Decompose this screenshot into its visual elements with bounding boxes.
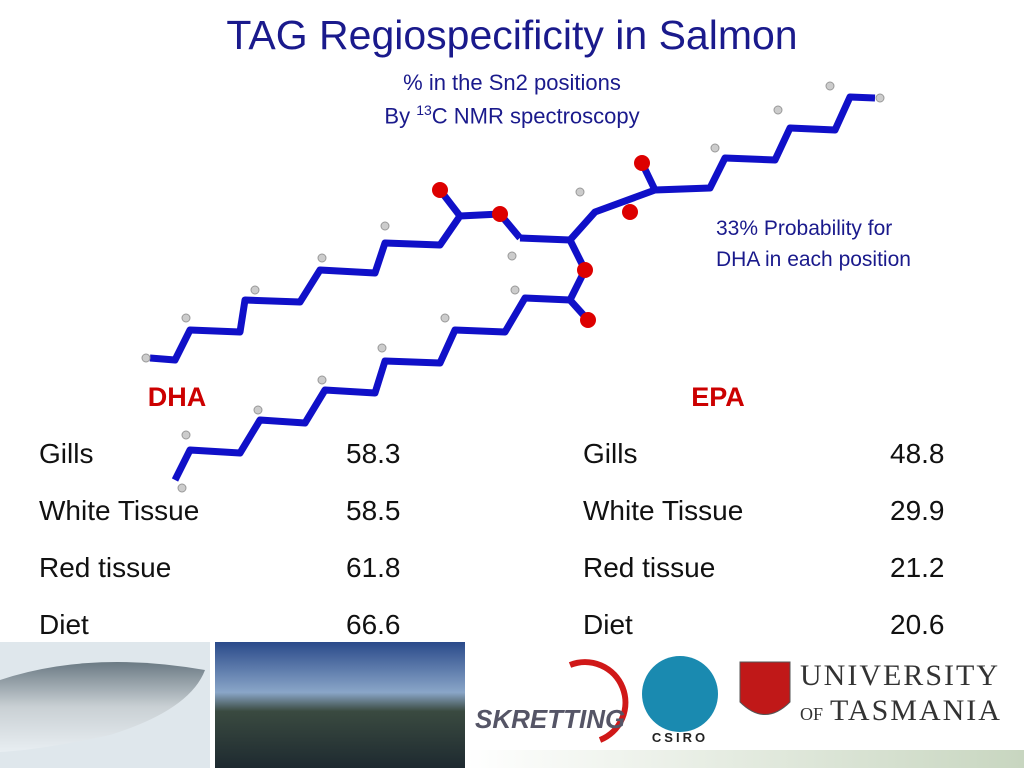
row-value: 21.2 — [890, 552, 945, 583]
footer-images: SKRETTING CSIRO UNIVERSITY OF TASMANIA — [0, 642, 1024, 768]
subtitle-text: By — [384, 103, 417, 129]
row-value: 48.8 — [890, 438, 945, 469]
annotation: 33% Probability for — [716, 217, 893, 240]
row-value: 58.5 — [346, 495, 401, 526]
row-value: 29.9 — [890, 495, 945, 526]
logo-text: SKRETTING — [475, 704, 625, 734]
row-label: White Tissue — [39, 495, 200, 526]
row-label: White Tissue — [583, 495, 744, 526]
table-header: EPA — [691, 382, 745, 412]
row-value: 66.6 — [346, 609, 401, 640]
row-label: Diet — [583, 609, 633, 640]
logo-text: TASMANIA — [830, 694, 1002, 727]
row-label: Red tissue — [583, 552, 716, 583]
logo-text: OF — [800, 704, 823, 724]
table-header: DHA — [147, 382, 207, 412]
row-value: 61.8 — [346, 552, 401, 583]
row-value: 20.6 — [890, 609, 945, 640]
logo-text: UNIVERSITY — [800, 659, 1000, 692]
row-label: Gills — [583, 438, 638, 469]
row-label: Red tissue — [39, 552, 172, 583]
subtitle-text: C NMR spectroscopy — [431, 103, 640, 129]
subtitle: % in the Sn2 positions — [403, 70, 621, 95]
row-label: Gills — [39, 438, 94, 469]
superscript: 13 — [416, 102, 432, 118]
row-label: Diet — [39, 609, 89, 640]
subtitle: By 13C NMR spectroscopy — [0, 102, 1024, 129]
title: TAG Regiospecificity in Salmon — [226, 12, 798, 58]
row-value: 58.3 — [346, 438, 401, 469]
logo-text: CSIRO — [652, 730, 708, 745]
annotation: DHA in each position — [716, 248, 911, 271]
